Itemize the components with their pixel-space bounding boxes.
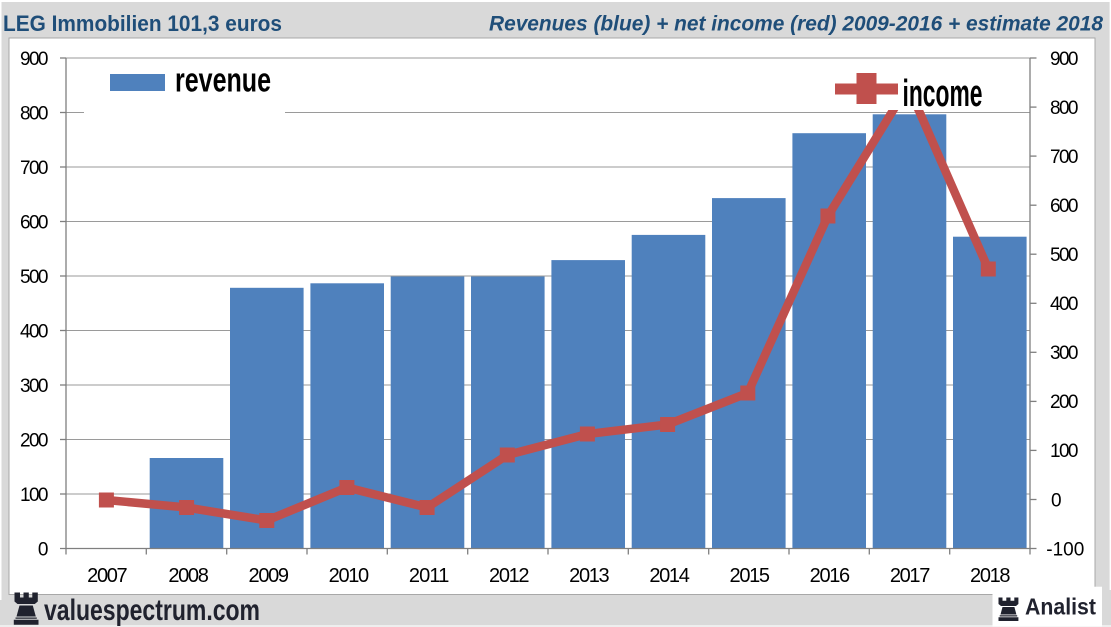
svg-text:700: 700 bbox=[20, 158, 49, 179]
svg-text:2008: 2008 bbox=[168, 565, 209, 587]
svg-text:400: 400 bbox=[20, 321, 49, 342]
svg-text:600: 600 bbox=[1050, 196, 1079, 217]
svg-text:2012: 2012 bbox=[489, 565, 530, 587]
svg-text:400: 400 bbox=[1050, 294, 1079, 315]
svg-text:2010: 2010 bbox=[329, 565, 370, 587]
svg-text:2009: 2009 bbox=[249, 565, 290, 587]
svg-text:300: 300 bbox=[20, 376, 49, 397]
svg-text:2013: 2013 bbox=[569, 565, 610, 587]
svg-text:0: 0 bbox=[1051, 490, 1062, 511]
svg-text:valuespectrum.com: valuespectrum.com bbox=[44, 594, 260, 627]
svg-text:500: 500 bbox=[20, 267, 49, 288]
svg-text:0: 0 bbox=[38, 539, 49, 560]
svg-text:2016: 2016 bbox=[810, 565, 851, 587]
svg-text:revenue: revenue bbox=[175, 62, 271, 100]
svg-text:200: 200 bbox=[1050, 392, 1079, 413]
svg-text:2007: 2007 bbox=[87, 565, 127, 587]
svg-text:500: 500 bbox=[1050, 245, 1079, 266]
svg-text:700: 700 bbox=[1050, 147, 1079, 168]
svg-text:900: 900 bbox=[20, 49, 49, 70]
svg-text:2015: 2015 bbox=[730, 565, 771, 587]
svg-text:income: income bbox=[903, 73, 983, 115]
svg-text:2011: 2011 bbox=[409, 565, 450, 587]
svg-text:300: 300 bbox=[1050, 343, 1079, 364]
svg-text:900: 900 bbox=[1050, 49, 1079, 70]
svg-text:200: 200 bbox=[20, 430, 49, 451]
svg-text:800: 800 bbox=[20, 103, 49, 124]
svg-text:Analist: Analist bbox=[1025, 594, 1096, 620]
svg-text:100: 100 bbox=[1050, 441, 1079, 462]
svg-text:Revenues (blue) + net income (: Revenues (blue) + net income (red) 2009-… bbox=[489, 13, 1103, 36]
svg-text:800: 800 bbox=[1050, 98, 1079, 119]
svg-text:-100: -100 bbox=[1046, 539, 1084, 560]
svg-text:100: 100 bbox=[20, 485, 49, 506]
svg-text:2014: 2014 bbox=[649, 565, 690, 587]
svg-text:2017: 2017 bbox=[890, 565, 931, 587]
svg-text:2018: 2018 bbox=[970, 565, 1011, 587]
svg-text:LEG Immobilien 101,3 euros: LEG Immobilien 101,3 euros bbox=[3, 11, 282, 36]
svg-text:600: 600 bbox=[20, 212, 49, 233]
